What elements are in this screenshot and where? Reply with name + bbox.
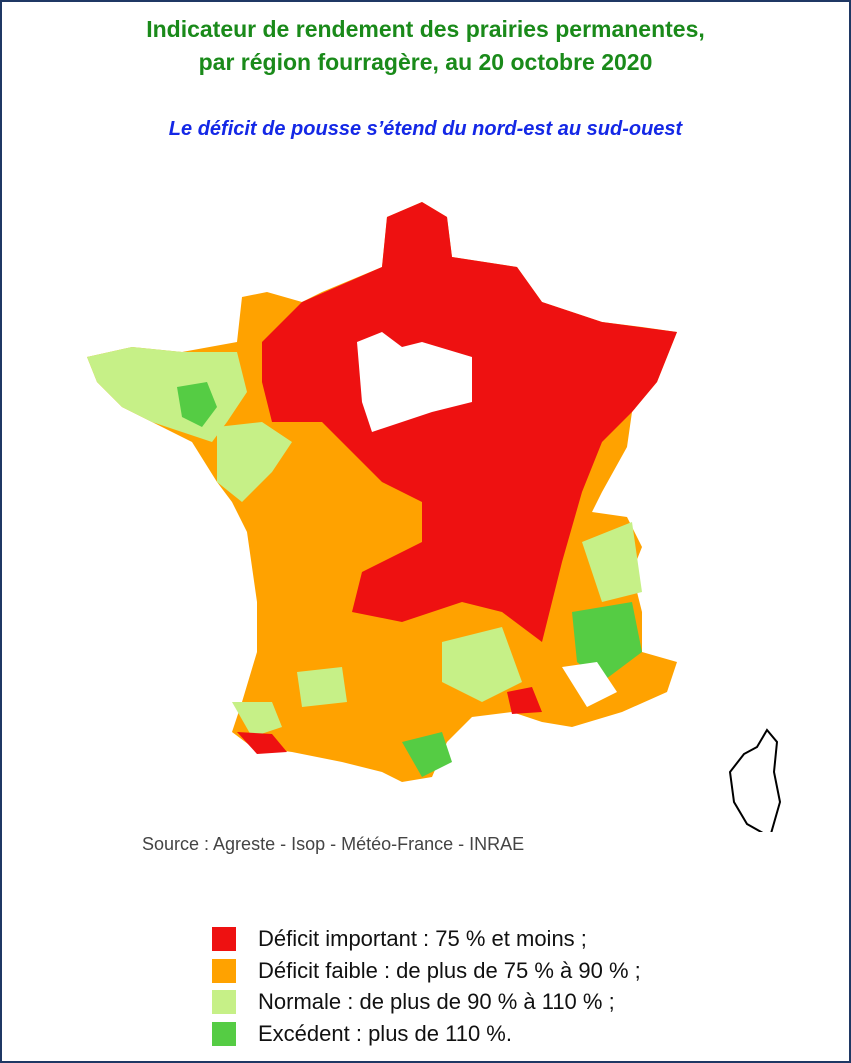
legend-item: Excédent : plus de 110 %. <box>212 1021 512 1047</box>
legend-item: Déficit faible : de plus de 75 % à 90 % … <box>212 958 641 984</box>
legend-label: Excédent : plus de 110 %. <box>258 1020 512 1046</box>
corsica <box>728 728 782 832</box>
legend-item: Déficit important : 75 % et moins ; <box>212 926 587 952</box>
region-white <box>357 332 472 432</box>
region <box>572 602 642 682</box>
region <box>237 732 287 754</box>
subtitle: Le déficit de pousse s’étend du nord-est… <box>168 118 683 140</box>
region-white <box>562 662 617 707</box>
region <box>507 687 542 714</box>
legend-item: Normale : de plus de 90 % à 110 % ; <box>212 989 615 1015</box>
region <box>442 627 522 702</box>
legend-label: Déficit important : 75 % et moins ; <box>258 926 587 951</box>
legend-label: Déficit faible : de plus de 75 % à 90 % … <box>258 957 641 983</box>
legend-swatch <box>212 990 236 1014</box>
source: Source : Agreste - Isop - Météo-France -… <box>142 834 525 854</box>
title-line: par région fourragère, au 20 octobre 202… <box>198 49 653 75</box>
region <box>177 382 217 427</box>
map <box>87 202 782 832</box>
region <box>297 667 347 707</box>
region <box>232 702 282 737</box>
legend-swatch <box>212 958 236 983</box>
legend-swatch <box>212 927 236 951</box>
legend-label: Normale : de plus de 90 % à 110 % ; <box>258 989 615 1014</box>
region <box>262 202 677 642</box>
title-line: Indicateur de rendement des prairies per… <box>146 16 705 42</box>
region <box>402 732 452 777</box>
legend-swatch <box>212 1021 236 1046</box>
region <box>217 422 292 502</box>
region <box>582 522 642 602</box>
